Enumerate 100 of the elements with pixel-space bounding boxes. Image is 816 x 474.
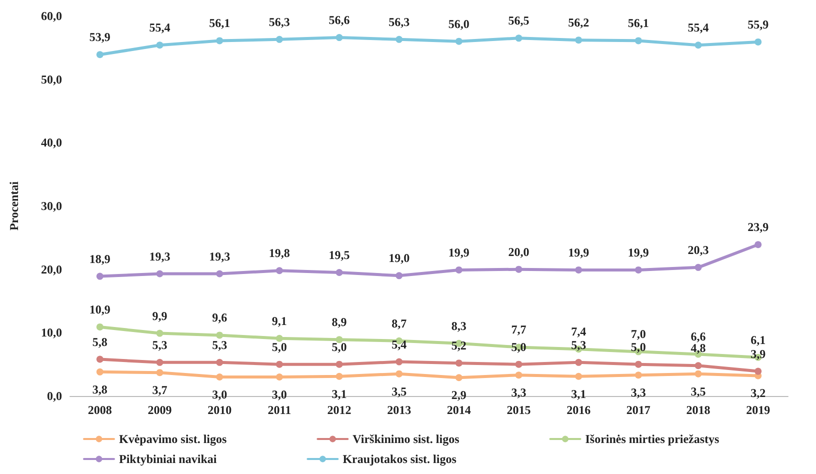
y-tick-label: 40,0 (41, 136, 62, 150)
point (455, 38, 462, 45)
data-label: 19,8 (268, 246, 290, 260)
y-tick-label: 60,0 (41, 9, 62, 23)
point (694, 370, 702, 378)
point (694, 362, 702, 370)
point (216, 358, 224, 366)
point (216, 37, 224, 44)
point (276, 334, 283, 342)
point (156, 42, 164, 49)
data-label: 56,5 (508, 14, 530, 28)
point (634, 372, 642, 379)
x-tick-label: 2013 (387, 403, 412, 417)
point (575, 266, 582, 274)
data-label: 3,9 (750, 346, 766, 361)
point (396, 272, 403, 280)
data-label: 8,7 (392, 316, 407, 330)
point (216, 374, 224, 380)
data-label: 19,9 (568, 245, 590, 260)
data-label: 6,6 (690, 330, 706, 344)
point (396, 36, 403, 43)
data-label: 7,7 (511, 322, 526, 337)
data-label: 5,3 (571, 338, 586, 352)
data-label: 7,0 (630, 327, 646, 342)
point (336, 269, 343, 276)
data-label: 10,9 (89, 302, 110, 316)
point (455, 374, 462, 382)
legend-label: Piktybiniai navikai (119, 452, 218, 466)
data-label: 3,0 (272, 388, 287, 402)
data-label: 2,9 (451, 388, 466, 402)
point (575, 358, 582, 366)
point (455, 266, 462, 274)
y-tick-label: 0,0 (47, 389, 62, 403)
data-label: 5,0 (332, 340, 347, 354)
data-label: 23,9 (748, 220, 769, 234)
data-label: 19,5 (328, 248, 350, 262)
point (754, 368, 762, 375)
point (156, 330, 164, 337)
data-label: 56,3 (268, 14, 290, 29)
point (634, 360, 642, 368)
point (336, 336, 343, 344)
x-tick-label: 2019 (746, 403, 770, 417)
data-label: 6,1 (750, 332, 766, 347)
y-tick-label: 10,0 (41, 326, 62, 340)
data-label: 3,7 (152, 383, 168, 398)
data-label: 3,3 (511, 386, 526, 400)
data-label: 7,4 (571, 324, 586, 339)
x-tick-label: 2014 (446, 403, 471, 417)
point (754, 38, 762, 46)
data-label: 56,1 (628, 16, 649, 30)
point (96, 356, 104, 363)
data-label: 5,0 (630, 340, 646, 354)
data-label: 3,0 (212, 388, 228, 402)
data-label: 55,4 (688, 20, 709, 35)
data-label: 8,3 (451, 318, 466, 333)
point (754, 241, 762, 248)
point (575, 372, 582, 380)
y-tick-label: 30,0 (41, 199, 62, 213)
x-tick-label: 2015 (506, 403, 531, 417)
point (336, 372, 343, 380)
point (634, 266, 642, 274)
x-tick-label: 2017 (626, 403, 650, 417)
data-label: 8,9 (332, 315, 347, 330)
point (694, 42, 702, 49)
data-label: 55,9 (748, 17, 769, 32)
legend-label: Kvėpavimo sist. ligos (119, 432, 227, 446)
y-axis-title: Procentai (7, 180, 21, 231)
x-tick-label: 2012 (327, 403, 352, 417)
point (575, 36, 582, 44)
data-label: 19,9 (448, 245, 470, 260)
point (396, 358, 403, 366)
legend-label: Išorinės mirties priežastys (585, 432, 720, 446)
data-label: 19,0 (388, 251, 410, 266)
legend-label: Virškinimo sist. ligos (352, 432, 460, 446)
data-label: 53,9 (89, 30, 110, 44)
data-label: 5,0 (272, 340, 287, 354)
data-label: 3,3 (630, 386, 646, 400)
point (515, 360, 522, 368)
data-label: 55,4 (149, 20, 170, 35)
data-label: 18,9 (89, 252, 110, 266)
point (156, 358, 164, 366)
x-tick-label: 2008 (88, 403, 112, 417)
data-label: 19,3 (149, 249, 170, 264)
point (96, 368, 104, 376)
data-label: 56,6 (328, 13, 350, 28)
point (515, 372, 522, 379)
data-label: 3,8 (92, 382, 108, 396)
data-label: 3,1 (571, 386, 586, 401)
data-label: 56,2 (568, 16, 590, 30)
point (694, 264, 702, 271)
data-label: 5,4 (392, 337, 407, 352)
point (216, 332, 224, 339)
point (96, 323, 104, 330)
data-label: 5,8 (92, 334, 108, 349)
data-label: 3,5 (690, 384, 706, 398)
y-tick-label: 50,0 (41, 72, 62, 86)
x-tick-label: 2009 (148, 403, 172, 417)
point (276, 374, 283, 380)
point (156, 270, 164, 278)
point (96, 272, 104, 280)
